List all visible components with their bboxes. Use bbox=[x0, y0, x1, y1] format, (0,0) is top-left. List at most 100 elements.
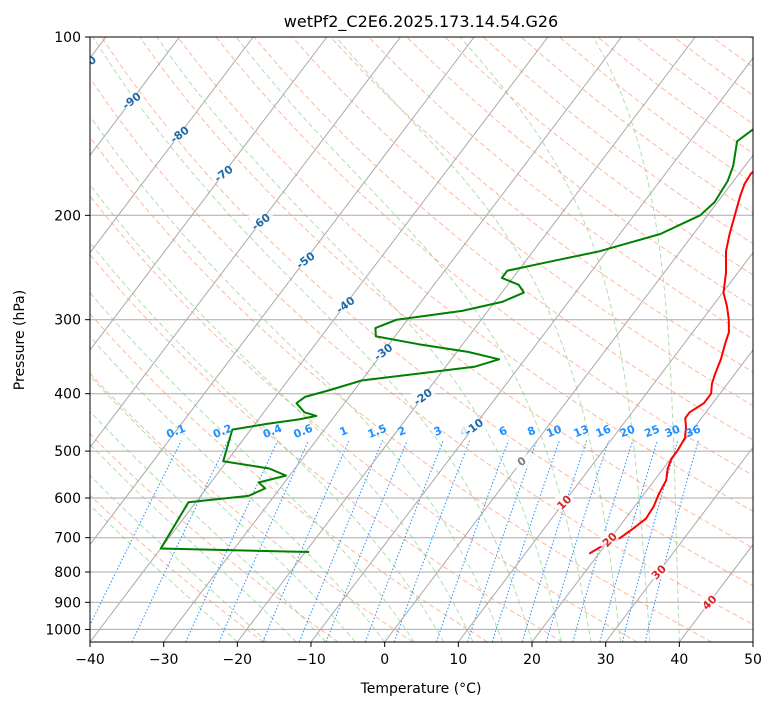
mixing-ratio-label: 10 bbox=[545, 422, 564, 440]
mixing-ratio-line bbox=[364, 440, 444, 642]
isotherm-label-bg bbox=[333, 297, 358, 312]
isotherm-label-bg bbox=[248, 214, 273, 229]
mixing-ratio-label: 36 bbox=[684, 422, 703, 440]
moist-adiabat bbox=[90, 374, 356, 642]
isotherm bbox=[605, 446, 753, 642]
dry-adiabat bbox=[90, 312, 488, 642]
x-tick-label: 40 bbox=[670, 652, 688, 668]
y-tick-label: 800 bbox=[54, 565, 81, 581]
y-axis-label: Pressure (hPa) bbox=[12, 290, 28, 390]
dry-adiabat bbox=[90, 194, 638, 642]
dry-adiabat bbox=[90, 253, 563, 642]
moist-adiabat bbox=[90, 474, 268, 642]
dewpoint-profile bbox=[159, 128, 753, 553]
dry-adiabat bbox=[90, 136, 712, 642]
mixing-ratio-label: 3 bbox=[432, 424, 444, 439]
mixing-ratio-label: 1 bbox=[338, 424, 350, 439]
dry-adiabat bbox=[101, 37, 753, 587]
dry-adiabat bbox=[368, 37, 753, 340]
mixing-ratio-line bbox=[90, 440, 182, 627]
profile-lines bbox=[159, 128, 753, 555]
dry-adiabat-label-bg bbox=[649, 565, 668, 580]
y-tick-label: 400 bbox=[54, 387, 81, 403]
y-tick-label: 700 bbox=[54, 531, 81, 547]
isotherm bbox=[457, 251, 753, 642]
mixing-ratio-label: 25 bbox=[642, 422, 661, 440]
mixing-ratio-label: 2 bbox=[396, 424, 408, 439]
background-lines bbox=[90, 37, 753, 642]
mixing-ratio-line bbox=[325, 440, 408, 642]
moist-adiabat bbox=[90, 410, 327, 642]
mixing-ratio-line bbox=[262, 440, 350, 642]
chart-title: wetPf2_C2E6.2025.173.14.54.G26 bbox=[284, 12, 558, 32]
mixing-ratio-label: 8 bbox=[526, 424, 538, 439]
isotherm-label-bg bbox=[119, 93, 144, 108]
x-tick-label: −10 bbox=[296, 652, 326, 668]
isotherm-label-bg bbox=[410, 389, 435, 404]
mixing-ratio-line bbox=[545, 440, 610, 642]
isotherm-label-bg bbox=[211, 166, 236, 181]
x-tick-label: −40 bbox=[75, 652, 105, 668]
mixing-ratio-line bbox=[218, 440, 309, 642]
y-tick-label: 100 bbox=[54, 30, 81, 46]
y-tick-label: 1000 bbox=[45, 622, 81, 638]
moist-adiabat bbox=[92, 37, 533, 642]
mixing-ratio-label: 20 bbox=[618, 422, 637, 440]
dry-adiabat bbox=[215, 37, 753, 476]
mixing-ratio-label: 30 bbox=[663, 422, 682, 440]
dry-adiabat bbox=[330, 37, 753, 373]
moist-adiabat bbox=[592, 37, 680, 642]
moist-adiabat bbox=[459, 37, 651, 642]
isotherm bbox=[236, 37, 696, 642]
dry-adiabat bbox=[90, 433, 339, 642]
dry-adiabat bbox=[291, 37, 753, 407]
x-tick-label: −20 bbox=[223, 652, 253, 668]
moist-adiabat bbox=[90, 115, 503, 642]
mixing-ratio-line bbox=[467, 440, 538, 642]
isotherm bbox=[384, 154, 753, 642]
moist-adiabat bbox=[90, 241, 445, 642]
mixing-ratio-line bbox=[599, 440, 658, 642]
moist-adiabat bbox=[90, 183, 474, 642]
plot-frame bbox=[89, 36, 754, 643]
y-tick-label: 900 bbox=[54, 595, 81, 611]
isotherm bbox=[90, 37, 401, 449]
isotherm-label-bg bbox=[90, 59, 96, 74]
isotherm-label-bg bbox=[167, 127, 192, 142]
y-tick-label: 300 bbox=[54, 313, 81, 329]
isotherm bbox=[90, 37, 328, 351]
moist-adiabat bbox=[90, 443, 297, 642]
dry-adiabat-label-bg bbox=[600, 532, 619, 547]
x-tick-label: 50 bbox=[744, 652, 762, 668]
isotherm-label-bg bbox=[509, 454, 534, 469]
y-tick-label: 600 bbox=[54, 491, 81, 507]
y-tick-label: 500 bbox=[54, 444, 81, 460]
x-axis-label: Temperature (°C) bbox=[360, 681, 482, 697]
dry-adiabat-label-bg bbox=[555, 495, 574, 510]
mixing-ratio-line bbox=[435, 440, 509, 642]
isotherm bbox=[310, 57, 753, 642]
mixing-ratio-line bbox=[298, 440, 383, 642]
x-tick-label: −30 bbox=[149, 652, 179, 668]
moist-adiabat bbox=[156, 37, 562, 642]
mixing-ratio-line bbox=[491, 440, 560, 642]
dry-adiabat bbox=[177, 37, 753, 512]
y-tick-label: 200 bbox=[54, 208, 81, 224]
isotherm-label: -100 bbox=[69, 53, 99, 80]
isotherm-label-bg bbox=[461, 419, 486, 434]
x-tick-label: 0 bbox=[380, 652, 389, 668]
moist-adiabat bbox=[235, 37, 592, 642]
x-tick-label: 20 bbox=[523, 652, 541, 668]
x-tick-label: 10 bbox=[449, 652, 467, 668]
moist-adiabat bbox=[90, 335, 386, 642]
x-tick-label: 30 bbox=[597, 652, 615, 668]
isotherm bbox=[90, 37, 475, 546]
mixing-ratio-line bbox=[521, 440, 588, 642]
mixing-ratio-label: 16 bbox=[594, 422, 613, 440]
isotherm-label-bg bbox=[293, 253, 318, 268]
dry-adiabat-label-bg bbox=[700, 595, 719, 610]
moist-adiabat bbox=[90, 291, 415, 642]
isotherm bbox=[90, 37, 180, 157]
isotherm-label-bg bbox=[371, 344, 396, 359]
